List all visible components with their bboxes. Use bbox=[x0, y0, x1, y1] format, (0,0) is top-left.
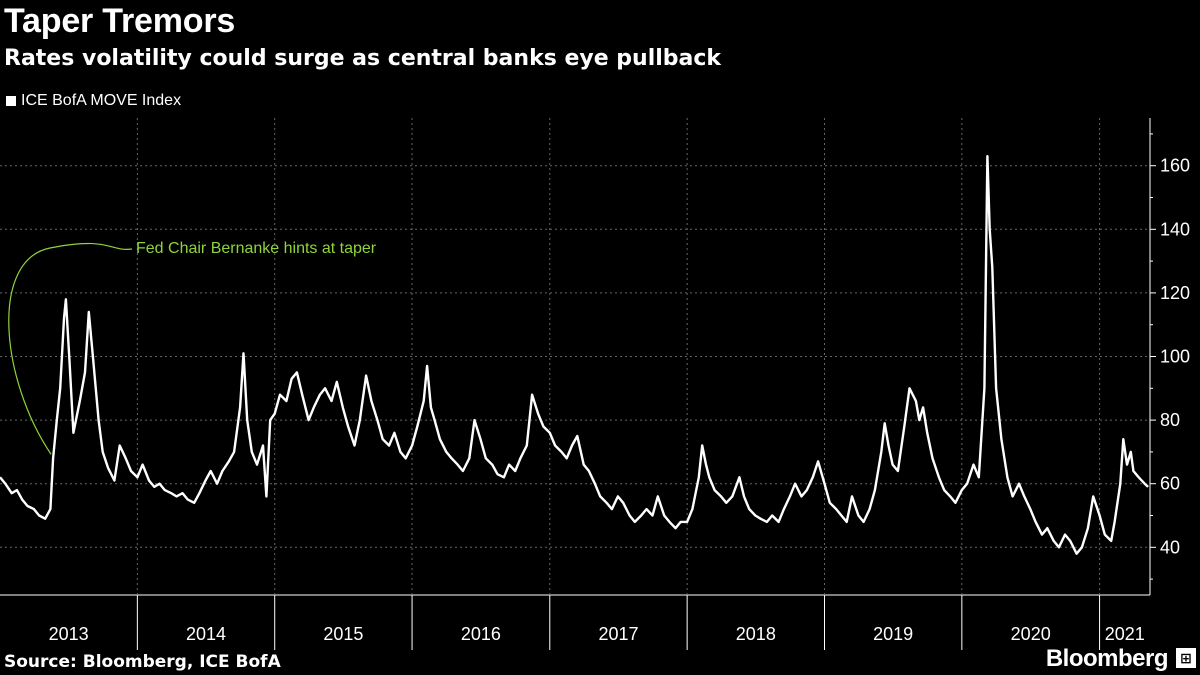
y-tick-label: 120 bbox=[1160, 283, 1190, 303]
chart-title: Taper Tremors bbox=[4, 2, 236, 40]
y-tick-label: 160 bbox=[1160, 156, 1190, 176]
x-tick-label: 2014 bbox=[186, 624, 226, 644]
legend-label: ICE BofA MOVE Index bbox=[21, 92, 182, 109]
x-tick-label: 2017 bbox=[598, 624, 638, 644]
x-tick-label: 2021 bbox=[1105, 624, 1145, 644]
y-tick-label: 40 bbox=[1160, 537, 1180, 557]
terminal-icon: ⊞ bbox=[1176, 648, 1196, 668]
legend-swatch bbox=[6, 96, 16, 106]
y-tick-label: 100 bbox=[1160, 347, 1190, 367]
annotation-label: Fed Chair Bernanke hints at taper bbox=[136, 240, 377, 257]
x-tick-label: 2015 bbox=[323, 624, 363, 644]
legend: ICE BofA MOVE Index bbox=[6, 92, 181, 110]
source-note: Source: Bloomberg, ICE BofA bbox=[4, 652, 281, 672]
x-tick-label: 2013 bbox=[49, 624, 89, 644]
x-tick-label: 2019 bbox=[873, 624, 913, 644]
y-tick-label: 140 bbox=[1160, 219, 1190, 239]
annotation-connector bbox=[8, 242, 133, 455]
x-tick-label: 2020 bbox=[1011, 624, 1051, 644]
y-tick-label: 60 bbox=[1160, 474, 1180, 494]
x-tick-label: 2016 bbox=[461, 624, 501, 644]
series-line-move-index bbox=[0, 155, 1149, 555]
x-tick-label: 2018 bbox=[736, 624, 776, 644]
y-tick-label: 80 bbox=[1160, 410, 1180, 430]
brand-logo: Bloomberg bbox=[1045, 645, 1169, 672]
chart-subtitle: Rates volatility could surge as central … bbox=[4, 46, 722, 71]
